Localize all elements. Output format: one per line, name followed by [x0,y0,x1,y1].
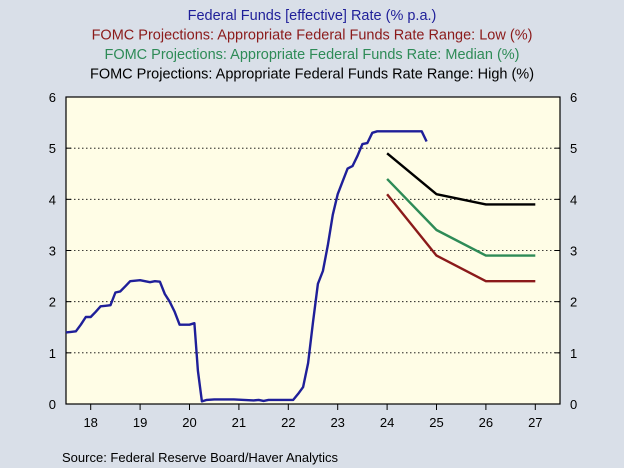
series-line-high [386,152,536,206]
y-tick-label-left-5: 5 [49,141,56,156]
series-line-low [386,193,536,283]
x-tick-label-22: 22 [281,415,295,430]
legend: Federal Funds [effective] Rate (% p.a.) F… [90,8,534,83]
source-note: Source: Federal Reserve Board/Haver Anal… [62,450,339,465]
x-tick-label-18: 18 [83,415,97,430]
series-line-median [386,178,536,257]
x-tick-label-23: 23 [330,415,344,430]
y-tick-label-right-0: 0 [570,397,577,412]
series-line-effective-rate [65,130,428,403]
y-tick-label-right-1: 1 [570,346,577,361]
x-tick-label-21: 21 [232,415,246,430]
x-tick-label-19: 19 [133,415,147,430]
legend-entry-3: FOMC Projections: Appropriate Federal Fu… [104,47,519,63]
axes: 0 01 12 23 34 45 56 618 19 20 21 22 23 24 25 26 27 [49,90,577,430]
y-tick-label-right-4: 4 [570,192,577,207]
y-tick-label-left-6: 6 [49,90,56,105]
y-tick-label-left-0: 0 [49,397,56,412]
x-tick-label-27: 27 [528,415,542,430]
legend-entry-1: Federal Funds [effective] Rate (% p.a.) [188,8,437,24]
x-tick-label-24: 24 [380,415,394,430]
y-tick-label-right-2: 2 [570,295,577,310]
y-tick-label-left-1: 1 [49,346,56,361]
y-tick-label-left-3: 3 [49,244,56,259]
y-tick-label-left-2: 2 [49,295,56,310]
y-tick-label-left-4: 4 [49,192,56,207]
plot-area [66,97,560,404]
legend-entry-4: FOMC Projections: Appropriate Federal Fu… [90,67,534,83]
series-group [65,130,536,403]
x-tick-label-20: 20 [182,415,196,430]
legend-entry-2: FOMC Projections: Appropriate Federal Fu… [92,28,533,44]
x-tick-label-25: 25 [429,415,443,430]
y-tick-label-right-3: 3 [570,244,577,259]
y-tick-label-right-6: 6 [570,90,577,105]
y-tick-label-right-5: 5 [570,141,577,156]
x-tick-label-26: 26 [479,415,493,430]
